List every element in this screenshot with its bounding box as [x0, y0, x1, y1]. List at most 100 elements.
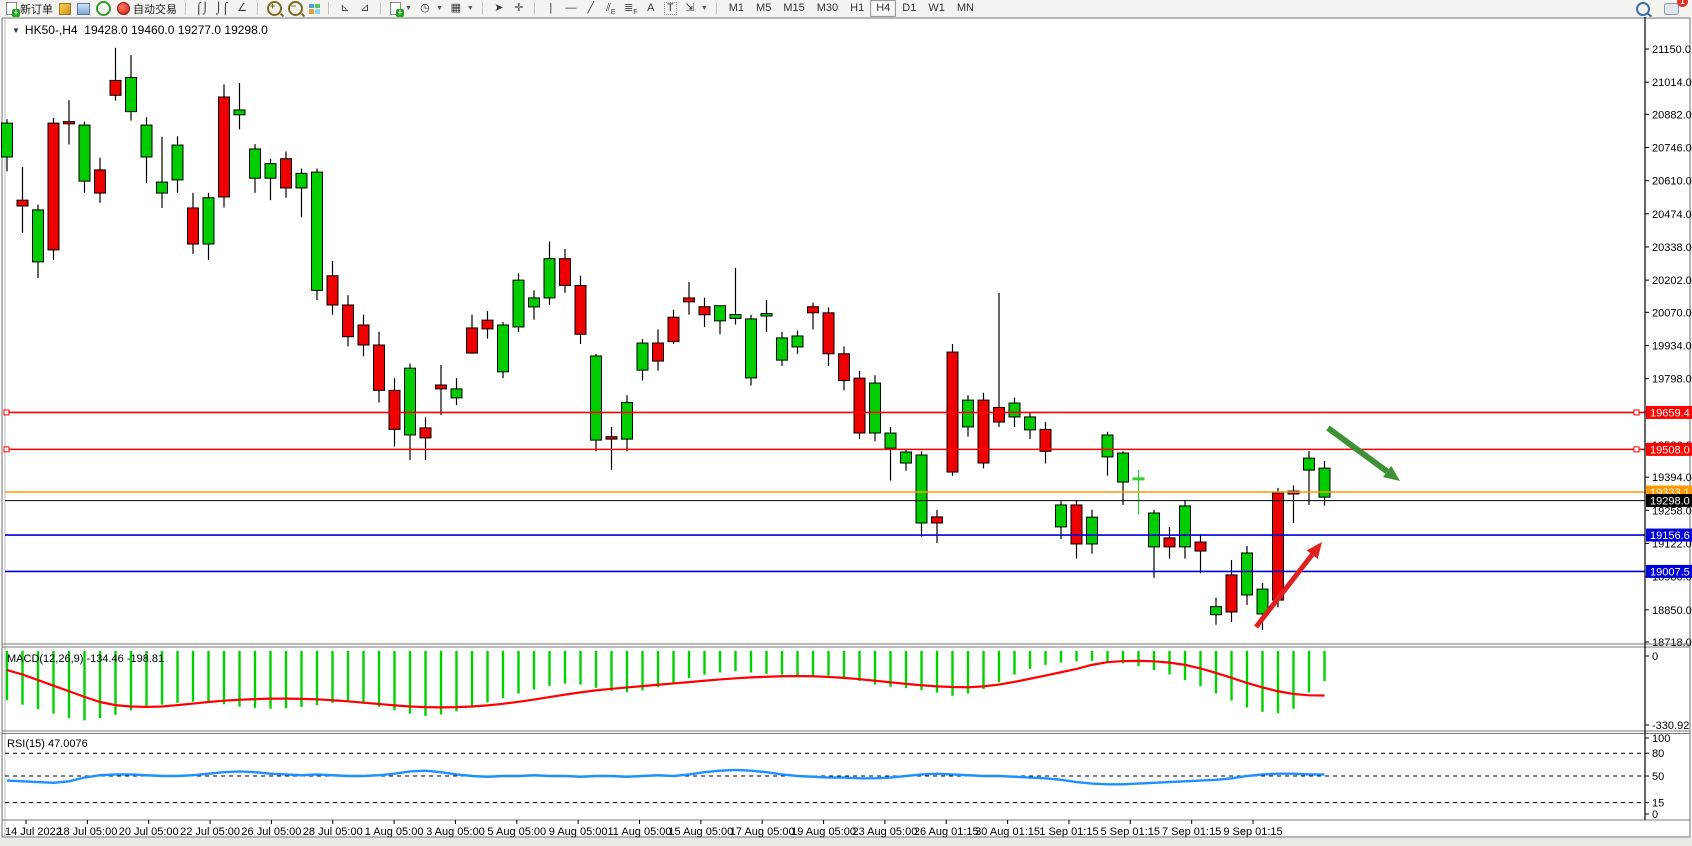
auto-scroll-button[interactable]: ⊾ [335, 1, 355, 16]
text-button[interactable]: A [641, 1, 661, 16]
zoom-out-button[interactable]: − [285, 1, 306, 16]
candle-body [295, 172, 308, 189]
macd-signal-line [6, 659, 1325, 709]
trendline-button[interactable]: ╱ [581, 1, 601, 16]
line-handle[interactable] [1633, 409, 1640, 416]
notifications-button[interactable]: 1 [1661, 0, 1688, 16]
down-arrow-annotation[interactable] [1326, 425, 1389, 474]
data-window-icon [96, 1, 111, 16]
candle-body [574, 285, 587, 335]
candle-body [1179, 505, 1191, 548]
time-tick-label: 19 Aug 05:00 [791, 826, 856, 838]
timeframe-d1-button[interactable]: D1 [902, 2, 917, 14]
candle-body [32, 209, 44, 263]
level-price-label: 19508.0 [1650, 444, 1690, 456]
indicators-button[interactable]: ▼ [387, 1, 415, 17]
candle-body [838, 353, 850, 382]
candle-body [993, 406, 1005, 423]
price-tick-label: 19394.0 [1652, 472, 1692, 484]
rsi-axis-label: 0 [1652, 809, 1658, 821]
chart-title: ▼ HK50-,H4 19428.0 19460.0 19277.0 19298.… [12, 23, 268, 37]
price-tick-label: 20338.0 [1652, 242, 1692, 254]
chart-canvas[interactable]: 21150.0 21014.0 20882.0 20746.0 20610.0 20474… [0, 17, 1692, 846]
collapse-arrow-icon[interactable]: ▼ [12, 26, 20, 35]
autotrading-button[interactable]: 自动交易 [114, 1, 180, 16]
time-tick-label: 17 Aug 05:00 [730, 826, 795, 838]
level-price-badge [1646, 442, 1692, 456]
line-handle[interactable] [3, 409, 10, 416]
candle-body [1008, 402, 1021, 418]
candle-body [714, 305, 726, 322]
candle-body [652, 342, 664, 362]
dropdown-caret-icon: ▼ [700, 5, 708, 12]
templates-button[interactable]: ▦ ▼ [446, 1, 477, 16]
text-icon: A [647, 2, 655, 14]
arrows-button[interactable]: ⇲ ▼ [680, 1, 711, 16]
timeframe-h4-button[interactable]: H4 [870, 0, 897, 17]
candlestick-chart-button[interactable]: ⌡⌠ [212, 1, 232, 16]
text-label-button[interactable]: T [661, 1, 680, 16]
chart-shift-button[interactable]: ⊿ [355, 1, 375, 16]
price-tick-label: 20070.0 [1652, 307, 1692, 319]
chart-title-ohlc: 19428.0 19460.0 19277.0 19298.0 [84, 23, 268, 37]
chart-window[interactable]: 21150.0 21014.0 20882.0 20746.0 20610.0 20474… [0, 17, 1692, 846]
cursor-button[interactable]: ➤ [489, 1, 509, 16]
candle-body [590, 355, 602, 441]
candle-body [900, 451, 912, 464]
time-tick-label: 5 Sep 01:15 [1101, 826, 1160, 838]
toolbar-separator [257, 2, 259, 15]
candle-body [78, 124, 91, 182]
fibonacci-button[interactable]: ≣F [621, 1, 641, 16]
horizontal-line-button[interactable]: — [561, 1, 581, 16]
candle-body [47, 122, 60, 251]
zoom-out-icon: − [288, 1, 303, 16]
timeframe-w1-button[interactable]: W1 [928, 2, 945, 14]
dropdown-caret-icon: ▼ [466, 5, 474, 12]
data-window-button[interactable] [93, 1, 114, 16]
bar-chart-button[interactable]: ⌠⌡ [192, 1, 212, 16]
timeframe-m5-button[interactable]: M5 [756, 2, 772, 14]
timeframe-m1-button[interactable]: M1 [728, 2, 745, 14]
new-order-button[interactable]: 新订单 [3, 1, 56, 17]
candle-body [171, 144, 184, 181]
candle-body [528, 297, 540, 308]
dropdown-caret-icon: ▼ [405, 5, 412, 12]
candle-body [621, 402, 633, 440]
level-price-label: 19659.4 [1650, 407, 1690, 419]
candle-body [435, 384, 447, 390]
level-price-badge [1646, 405, 1692, 419]
candle-body [373, 344, 385, 391]
time-tick-label: 23 Aug 05:00 [852, 826, 917, 838]
line-chart-button[interactable]: ∠ [232, 1, 252, 16]
text-label-icon: T [663, 2, 677, 15]
periods-button[interactable]: ◷ ▼ [415, 1, 446, 16]
price-tick-label: 18850.0 [1652, 605, 1692, 617]
rsi-axis-label: 50 [1652, 771, 1664, 783]
market-watch-icon [59, 3, 71, 15]
vertical-line-button[interactable]: | [541, 1, 561, 16]
tile-windows-button[interactable] [306, 1, 323, 16]
zoom-in-button[interactable]: + [264, 1, 285, 16]
candle-body [807, 306, 819, 314]
line-handle[interactable] [3, 446, 10, 453]
search-button[interactable] [1633, 1, 1653, 16]
market-watch-button[interactable] [56, 1, 74, 16]
channel-button[interactable]: ⫽E [601, 1, 621, 16]
level-price-badge [1646, 564, 1692, 578]
timeframe-mn-button[interactable]: MN [956, 2, 974, 14]
candle-body [745, 318, 757, 379]
candle-body [156, 181, 168, 194]
rsi-indicator-label: RSI(15) 47.0076 [7, 738, 88, 750]
time-tick-label: 3 Aug 05:00 [426, 826, 485, 838]
timeframe-m30-button[interactable]: M30 [816, 2, 839, 14]
crosshair-button[interactable]: ✛ [509, 1, 529, 16]
candle-body [791, 335, 804, 348]
timeframe-m15-button[interactable]: M15 [783, 2, 805, 14]
toolbar-separator [185, 2, 187, 15]
up-arrow-annotation[interactable] [1254, 553, 1315, 629]
line-handle[interactable] [1633, 446, 1640, 453]
timeframe-h1-button[interactable]: H1 [850, 2, 865, 14]
time-tick-label: 14 Jul 2022 [5, 826, 62, 838]
navigator-button[interactable] [74, 1, 93, 16]
candle-body [109, 79, 122, 96]
